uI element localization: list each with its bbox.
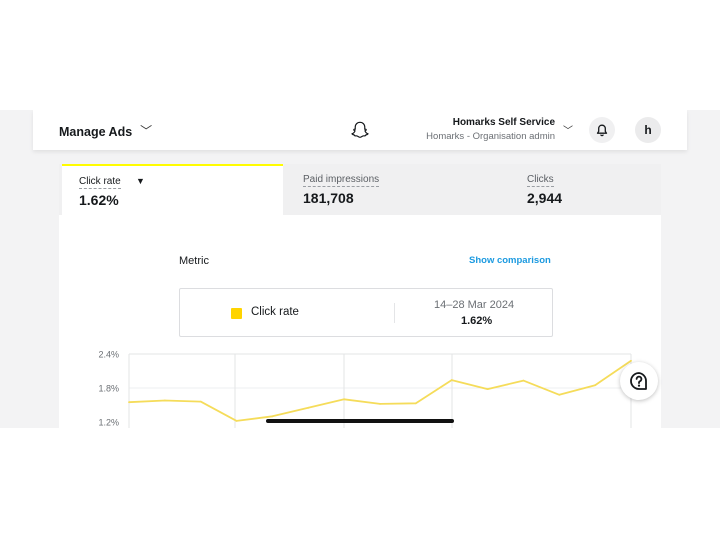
help-button[interactable] xyxy=(620,362,658,400)
chart-point xyxy=(486,388,489,391)
legend-swatch xyxy=(231,308,242,319)
manage-ads-menu[interactable]: Manage Ads ﹀ xyxy=(59,123,152,140)
legend-series-name: Click rate xyxy=(251,306,299,318)
manage-ads-label: Manage Ads xyxy=(59,125,133,139)
legend-range-value: 1.62% xyxy=(461,315,493,327)
app-screen: Manage Ads ﹀ Homarks Self Service Homarks… xyxy=(0,110,720,428)
metric-heading: Metric xyxy=(179,255,209,267)
chart-point xyxy=(271,415,274,418)
bell-icon xyxy=(596,124,608,136)
chart-ytick-label: 2.4% xyxy=(98,350,119,360)
metrics-card: Click rate ▼ 1.62% Paid impressions 181,… xyxy=(59,164,661,428)
org-name: Homarks Self Service xyxy=(452,117,555,128)
legend-date-range: 14–28 Mar 2024 xyxy=(434,299,515,311)
tab-paid-impressions-value: 181,708 xyxy=(303,190,354,206)
metric-tabs: Click rate ▼ 1.62% Paid impressions 181,… xyxy=(59,164,661,215)
chart-point xyxy=(235,419,238,422)
chart-point xyxy=(379,402,381,405)
snapchat-ghost-icon[interactable] xyxy=(349,120,371,142)
chart-point xyxy=(343,398,346,401)
chart-point xyxy=(594,384,597,387)
avatar[interactable]: h xyxy=(635,117,661,143)
tab-click-rate-value: 1.62% xyxy=(79,192,119,208)
notifications-button[interactable] xyxy=(589,117,615,143)
org-chevron-down-icon[interactable]: ﹀ xyxy=(563,126,573,137)
chart-point xyxy=(414,402,417,405)
tab-paid-impressions-label: Paid impressions xyxy=(303,174,380,187)
top-navbar: Manage Ads ﹀ Homarks Self Service Homarks… xyxy=(33,110,687,150)
chart-point xyxy=(307,406,310,409)
chart-series-click-rate xyxy=(128,360,632,422)
organisation-switcher[interactable]: Homarks Self Service Homarks - Organisat… xyxy=(426,117,555,142)
click-rate-chart: 2.4% 1.8% 1.2% xyxy=(98,350,632,428)
chart-point xyxy=(558,393,561,396)
tab-clicks-value: 2,944 xyxy=(527,190,563,206)
tab-clicks-label: Clicks xyxy=(527,174,554,187)
chevron-down-icon: ﹀ xyxy=(140,124,153,138)
chart-ytick-label: 1.2% xyxy=(98,418,119,428)
legend-box: Click rate 14–28 Mar 2024 1.62% xyxy=(179,288,553,337)
tab-click-rate[interactable]: Click rate ▼ 1.62% xyxy=(62,164,283,215)
chart-ytick-label: 1.8% xyxy=(98,384,119,394)
show-comparison-link[interactable]: Show comparison xyxy=(469,255,551,266)
legend-divider xyxy=(394,303,395,323)
chart-point xyxy=(630,359,632,362)
chart-point xyxy=(199,400,202,403)
home-indicator[interactable] xyxy=(266,419,454,423)
chart-point xyxy=(450,379,453,381)
chart-point xyxy=(163,399,166,402)
tab-clicks[interactable]: Clicks 2,944 xyxy=(483,164,661,215)
help-question-icon xyxy=(630,372,647,390)
org-role: Homarks - Organisation admin xyxy=(426,131,555,142)
caret-down-icon[interactable]: ▼ xyxy=(136,176,145,186)
tab-paid-impressions[interactable]: Paid impressions 181,708 xyxy=(283,164,483,215)
chart-point xyxy=(522,379,525,382)
chart-point xyxy=(128,401,130,404)
tab-click-rate-label: Click rate xyxy=(79,176,121,189)
